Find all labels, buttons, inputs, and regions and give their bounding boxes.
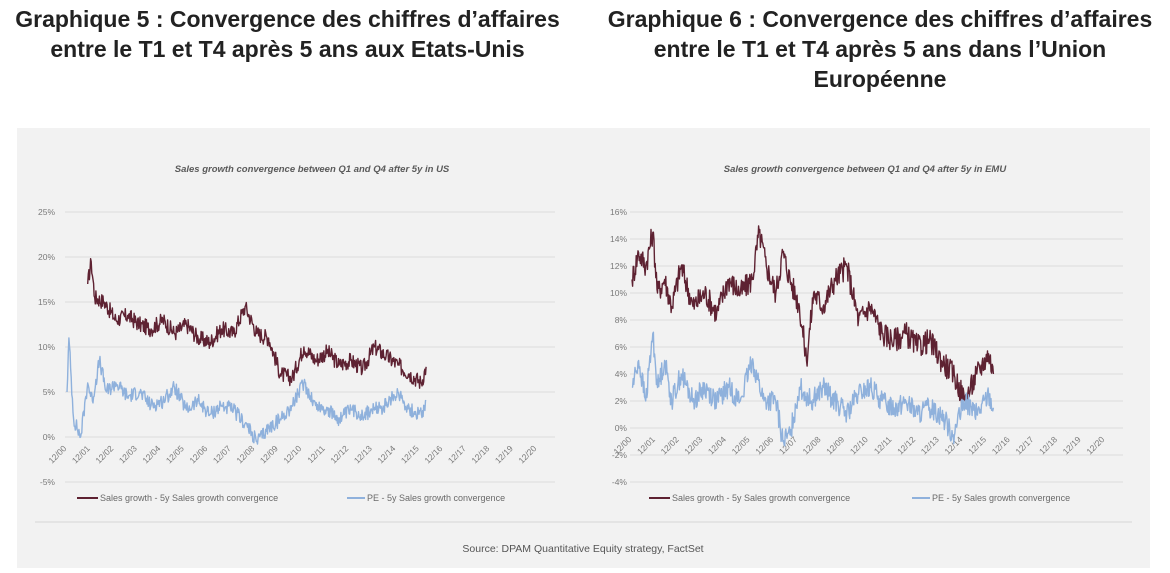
x-tick-label: 12/20 (516, 443, 538, 465)
y-tick-label: -4% (612, 477, 628, 487)
x-tick-label: 12/17 (1013, 434, 1035, 456)
x-tick-label: 12/12 (895, 434, 917, 456)
x-tick-label: 12/06 (753, 434, 775, 456)
x-tick-label: 12/13 (352, 443, 374, 465)
x-tick-label: 12/17 (446, 443, 468, 465)
chart-title: Sales growth convergence between Q1 and … (724, 164, 1008, 175)
y-tick-label: 8% (615, 315, 628, 325)
x-tick-label: 12/02 (93, 443, 115, 465)
x-tick-label: 12/10 (281, 443, 303, 465)
x-tick-label: 12/07 (211, 443, 233, 465)
x-tick-label: 12/03 (117, 443, 139, 465)
y-tick-label: 25% (38, 207, 55, 217)
series-line-pe (66, 337, 427, 445)
y-tick-label: 16% (610, 207, 627, 217)
legend-label-pe: PE - 5y Sales growth convergence (367, 493, 505, 503)
x-tick-label: 12/03 (682, 434, 704, 456)
x-tick-label: 12/16 (990, 434, 1012, 456)
x-tick-label: 12/19 (493, 443, 515, 465)
x-tick-label: 12/19 (1061, 434, 1083, 456)
chart-figure: Sales growth convergence between Q1 and … (35, 164, 1132, 555)
x-tick-label: 12/01 (635, 434, 657, 456)
y-tick-label: 2% (615, 396, 628, 406)
y-tick-label: 10% (38, 342, 55, 352)
x-tick-label: 12/20 (1084, 434, 1106, 456)
chart-heading-us: Graphique 5 : Convergence des chiffres d… (15, 6, 560, 62)
series-line-sales-growth (631, 225, 995, 408)
legend-label-sales-growth: Sales growth - 5y Sales growth convergen… (672, 493, 850, 503)
legend-label-pe: PE - 5y Sales growth convergence (932, 493, 1070, 503)
x-tick-label: 12/15 (966, 434, 988, 456)
x-tick-label: 12/04 (140, 443, 162, 465)
x-tick-label: 12/05 (730, 434, 752, 456)
legend-label-sales-growth: Sales growth - 5y Sales growth convergen… (100, 493, 278, 503)
x-tick-label: 12/11 (872, 434, 894, 456)
x-tick-label: 12/18 (469, 443, 491, 465)
x-tick-label: 12/12 (328, 443, 350, 465)
x-tick-label: 12/10 (848, 434, 870, 456)
x-tick-label: 12/13 (919, 434, 941, 456)
series-line-pe (631, 331, 995, 447)
x-tick-label: 12/11 (305, 443, 327, 465)
x-tick-label: 12/16 (422, 443, 444, 465)
x-tick-label: 12/14 (375, 443, 397, 465)
series-line-sales-growth (87, 257, 427, 389)
x-tick-label: 12/01 (70, 443, 92, 465)
y-tick-label: 14% (610, 234, 627, 244)
chart-heading-emu: Graphique 6 : Convergence des chiffres d… (607, 6, 1153, 92)
x-tick-label: 12/05 (164, 443, 186, 465)
chart-emu: Sales growth convergence between Q1 and … (610, 164, 1123, 503)
x-tick-label: 12/08 (234, 443, 256, 465)
y-tick-label: -5% (40, 477, 56, 487)
x-tick-label: 12/09 (258, 443, 280, 465)
x-tick-label: 12/02 (659, 434, 681, 456)
x-tick-label: 12/00 (46, 443, 68, 465)
x-tick-label: 12/09 (824, 434, 846, 456)
x-tick-label: 12/04 (706, 434, 728, 456)
y-tick-label: 12% (610, 261, 627, 271)
x-tick-label: 12/08 (800, 434, 822, 456)
x-tick-label: 12/06 (187, 443, 209, 465)
y-tick-label: 0% (43, 432, 56, 442)
y-tick-label: 20% (38, 252, 55, 262)
x-tick-label: 12/18 (1037, 434, 1059, 456)
y-tick-label: 15% (38, 297, 55, 307)
chart-title: Sales growth convergence between Q1 and … (175, 164, 450, 175)
chart-us: Sales growth convergence between Q1 and … (38, 164, 555, 503)
source-note: Source: DPAM Quantitative Equity strateg… (462, 543, 703, 555)
figure-panel: Sales growth convergence between Q1 and … (17, 128, 1150, 568)
y-tick-label: -2% (612, 450, 628, 460)
y-tick-label: 10% (610, 288, 627, 298)
y-tick-label: 5% (43, 387, 56, 397)
y-tick-label: 0% (615, 423, 628, 433)
x-tick-label: 12/15 (399, 443, 421, 465)
y-tick-label: 4% (615, 369, 628, 379)
y-tick-label: 6% (615, 342, 628, 352)
